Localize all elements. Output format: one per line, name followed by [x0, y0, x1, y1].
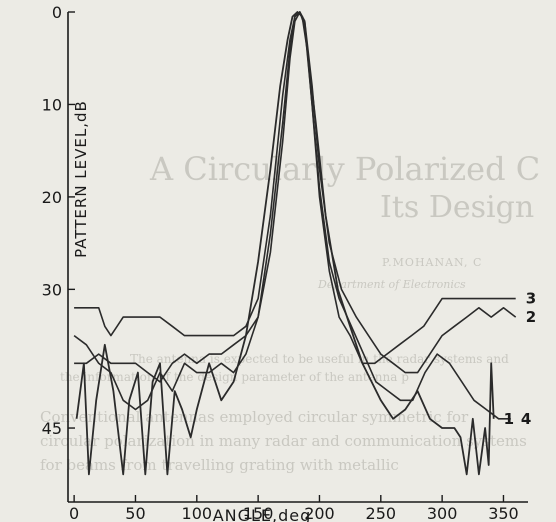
x-tick-label-100: 100	[182, 504, 213, 522]
series-line-4	[74, 11, 511, 420]
x-tick-label-250: 250	[366, 504, 397, 522]
x-tick-label-200: 200	[304, 504, 335, 522]
series-label-1: 1	[504, 410, 514, 428]
y-tick-label-10: 10	[42, 95, 62, 114]
background-title-line-2: Its Design	[380, 190, 535, 225]
y-tick-label-45: 45	[42, 419, 62, 438]
background-department: Department of Electronics	[318, 278, 466, 291]
x-tick-label-350: 350	[488, 504, 519, 522]
x-axis-label: ANGLE,deg	[213, 506, 312, 522]
series-label-4: 4	[521, 410, 531, 428]
series-line-3	[74, 11, 516, 365]
background-author: P.MOHANAN, C	[382, 256, 483, 269]
series-label-3: 3	[526, 290, 536, 308]
background-paragraph-line-4: circular polarization in many radar and …	[40, 432, 527, 450]
y-tick-label-30: 30	[42, 280, 62, 299]
x-tick-label-150: 150	[243, 504, 274, 522]
background-paragraph-line-1: The antenna is expected to be useful in …	[130, 352, 509, 366]
series-label-2: 2	[526, 308, 536, 326]
x-tick-label-0: 0	[69, 504, 79, 522]
series-line-1	[75, 11, 495, 476]
y-tick-label-20: 20	[42, 188, 62, 207]
x-tick-label-300: 300	[427, 504, 458, 522]
x-tick-label-50: 50	[125, 504, 145, 522]
background-paragraph-line-3: Conventional antennas employed circular …	[40, 408, 469, 426]
background-title-line-1: A Circularly Polarized C	[150, 150, 541, 188]
series-line-2	[73, 11, 517, 411]
background-paragraph-line-5: for beams from travelling grating with m…	[40, 456, 399, 474]
y-tick-label-0: 0	[52, 3, 62, 22]
